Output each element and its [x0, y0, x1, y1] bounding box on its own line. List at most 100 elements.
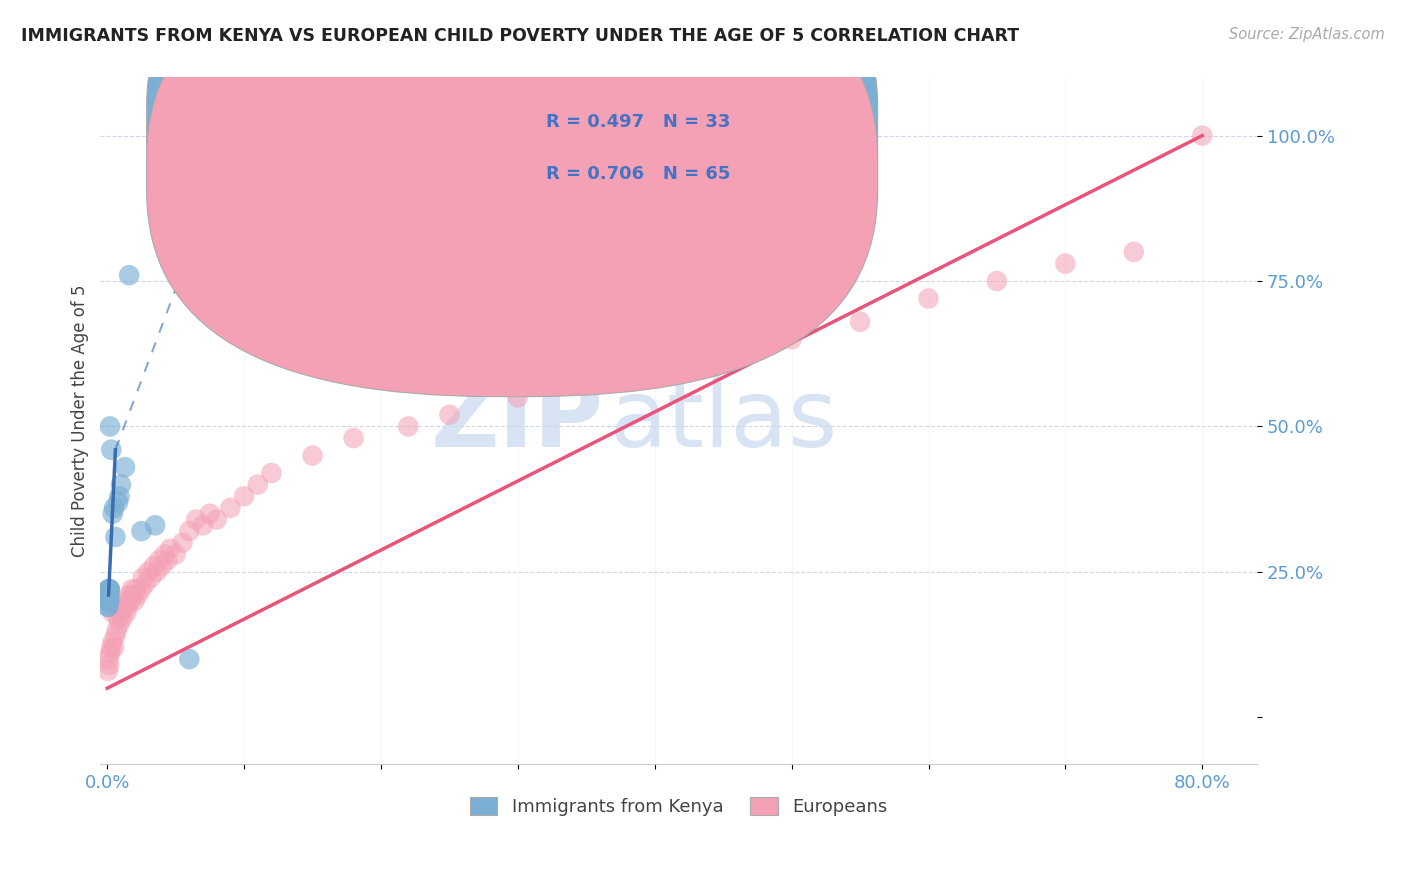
Point	[97, 594, 120, 608]
Point	[108, 617, 131, 632]
Point	[186, 512, 208, 526]
Point	[143, 518, 166, 533]
Point	[104, 599, 127, 614]
Point	[97, 588, 120, 602]
Point	[179, 652, 201, 666]
Point	[98, 582, 121, 597]
Point	[97, 652, 120, 666]
Point	[506, 390, 529, 404]
Point	[342, 431, 364, 445]
Point	[101, 634, 124, 648]
Point	[159, 541, 181, 556]
Point	[156, 553, 179, 567]
Point	[219, 500, 242, 515]
Point	[97, 594, 120, 608]
Point	[114, 594, 136, 608]
Point	[148, 553, 170, 567]
Point	[100, 442, 122, 457]
FancyBboxPatch shape	[146, 0, 877, 345]
Y-axis label: Child Poverty Under the Age of 5: Child Poverty Under the Age of 5	[72, 285, 89, 557]
Point	[246, 477, 269, 491]
Point	[1122, 244, 1144, 259]
Point	[104, 530, 127, 544]
Point	[153, 548, 176, 562]
Point	[98, 582, 121, 597]
Point	[118, 268, 141, 283]
Point	[101, 507, 124, 521]
Point	[301, 449, 323, 463]
Point	[124, 594, 146, 608]
Point	[142, 559, 165, 574]
Text: R = 0.706   N = 65: R = 0.706 N = 65	[546, 165, 730, 183]
Point	[165, 548, 187, 562]
Point	[98, 582, 121, 597]
Point	[439, 408, 461, 422]
Point	[97, 599, 120, 614]
Point	[112, 599, 135, 614]
Legend: Immigrants from Kenya, Europeans: Immigrants from Kenya, Europeans	[463, 789, 894, 823]
Point	[101, 606, 124, 620]
Point	[575, 373, 598, 387]
Point	[107, 495, 129, 509]
Point	[97, 594, 120, 608]
Text: IMMIGRANTS FROM KENYA VS EUROPEAN CHILD POVERTY UNDER THE AGE OF 5 CORRELATION C: IMMIGRANTS FROM KENYA VS EUROPEAN CHILD …	[21, 27, 1019, 45]
Point	[100, 594, 122, 608]
Point	[118, 588, 141, 602]
Point	[104, 629, 127, 643]
Point	[97, 594, 120, 608]
Point	[132, 571, 155, 585]
Point	[136, 565, 159, 579]
Point	[179, 524, 201, 538]
Point	[121, 582, 143, 597]
Point	[114, 460, 136, 475]
Point	[97, 582, 120, 597]
Point	[191, 518, 214, 533]
Point	[233, 489, 256, 503]
Point	[780, 332, 803, 346]
Point	[145, 565, 167, 579]
Point	[150, 559, 173, 574]
Point	[117, 599, 139, 614]
Point	[110, 477, 132, 491]
Point	[103, 500, 125, 515]
Point	[125, 582, 148, 597]
Point	[105, 623, 128, 637]
Text: R = 0.497   N = 33: R = 0.497 N = 33	[546, 113, 730, 131]
Point	[97, 582, 120, 597]
Point	[108, 489, 131, 503]
Point	[111, 611, 134, 625]
Point	[103, 640, 125, 655]
Point	[711, 343, 734, 358]
Point	[97, 594, 120, 608]
Point	[97, 664, 120, 678]
Point	[115, 606, 138, 620]
Point	[1191, 128, 1213, 143]
Point	[98, 582, 121, 597]
Point	[986, 274, 1008, 288]
Point	[98, 588, 121, 602]
Point	[396, 419, 419, 434]
Point	[1054, 256, 1077, 270]
Point	[98, 419, 121, 434]
Point	[122, 588, 145, 602]
Point	[97, 594, 120, 608]
Point	[98, 646, 121, 660]
Point	[97, 588, 120, 602]
Point	[120, 594, 142, 608]
Point	[98, 594, 121, 608]
Text: atlas: atlas	[609, 375, 838, 467]
Point	[917, 292, 939, 306]
Point	[135, 576, 157, 591]
Point	[98, 657, 121, 672]
Point	[198, 507, 221, 521]
Point	[97, 599, 120, 614]
Point	[110, 606, 132, 620]
Point	[205, 512, 228, 526]
FancyBboxPatch shape	[477, 95, 835, 208]
Point	[172, 536, 194, 550]
Point	[260, 466, 283, 480]
FancyBboxPatch shape	[146, 0, 877, 397]
Text: Source: ZipAtlas.com: Source: ZipAtlas.com	[1229, 27, 1385, 42]
Point	[644, 361, 666, 376]
Point	[97, 588, 120, 602]
